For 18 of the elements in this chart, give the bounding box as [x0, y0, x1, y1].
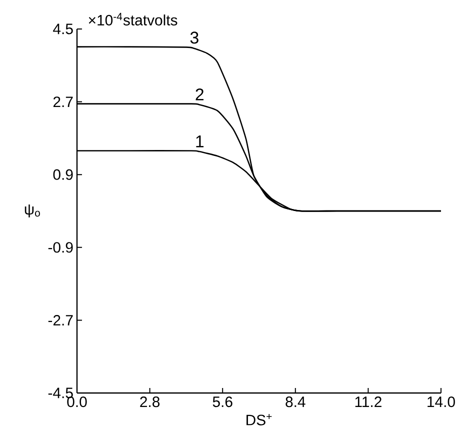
- y-tick-label: -0.9: [48, 242, 73, 253]
- y-tick-label: -4.5: [48, 388, 73, 398]
- x-tick-label: 2.8: [140, 396, 160, 408]
- y-tick-label: 2.7: [53, 96, 73, 108]
- y-tick-label: -2.7: [48, 314, 73, 326]
- y-axis-title: ψ$_{o}$: [24, 204, 40, 218]
- series-label: 2: [196, 88, 204, 100]
- x-tick-label: 5.6: [212, 396, 232, 408]
- x-tick-label: 0.0: [67, 396, 87, 408]
- y-tick-label: 0.9: [53, 169, 73, 180]
- y-tick-label: 4.5: [53, 24, 73, 34]
- text: ×10$^{-4}$statvolts: [88, 12, 178, 26]
- x-tick-label: 8.4: [286, 396, 306, 408]
- series-label: 1: [196, 136, 204, 148]
- x-axis-title: DS$^{+}$: [246, 414, 272, 426]
- x-tick-label: 11.2: [355, 396, 382, 407]
- series-label: 3: [190, 32, 198, 44]
- x-tick-label: 14.0: [428, 396, 455, 408]
